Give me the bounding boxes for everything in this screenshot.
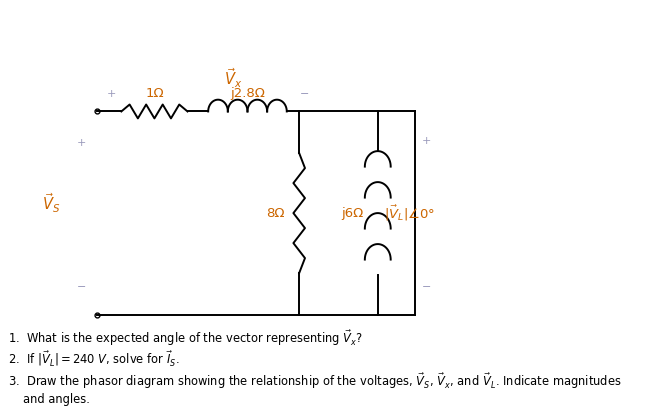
Text: j2.8Ω: j2.8Ω <box>230 87 265 99</box>
Text: 1Ω: 1Ω <box>145 87 164 99</box>
Text: 3.  Draw the phasor diagram showing the relationship of the voltages, $\vec{V}_S: 3. Draw the phasor diagram showing the r… <box>8 371 622 391</box>
Text: +: + <box>106 89 116 99</box>
Text: 8Ω: 8Ω <box>267 207 285 219</box>
Text: 2.  If $|\vec{V}_L| = 240$ $V$, solve for $\vec{I}_S$.: 2. If $|\vec{V}_L| = 240$ $V$, solve for… <box>8 349 179 368</box>
Text: +: + <box>77 138 86 148</box>
Text: $\vec{V}_S$: $\vec{V}_S$ <box>42 192 60 215</box>
Text: −: − <box>77 282 86 292</box>
Text: $\vec{V}_x$: $\vec{V}_x$ <box>224 66 242 90</box>
Text: and angles.: and angles. <box>23 393 90 406</box>
Text: −: − <box>300 89 309 99</box>
Text: −: − <box>422 282 431 292</box>
Text: +: + <box>422 136 431 146</box>
Text: 1.  What is the expected angle of the vector representing $\vec{V}_x$?: 1. What is the expected angle of the vec… <box>8 328 363 348</box>
Text: $|\vec{V}_L|\angle0°$: $|\vec{V}_L|\angle0°$ <box>384 203 436 223</box>
Text: j6Ω: j6Ω <box>342 207 364 219</box>
